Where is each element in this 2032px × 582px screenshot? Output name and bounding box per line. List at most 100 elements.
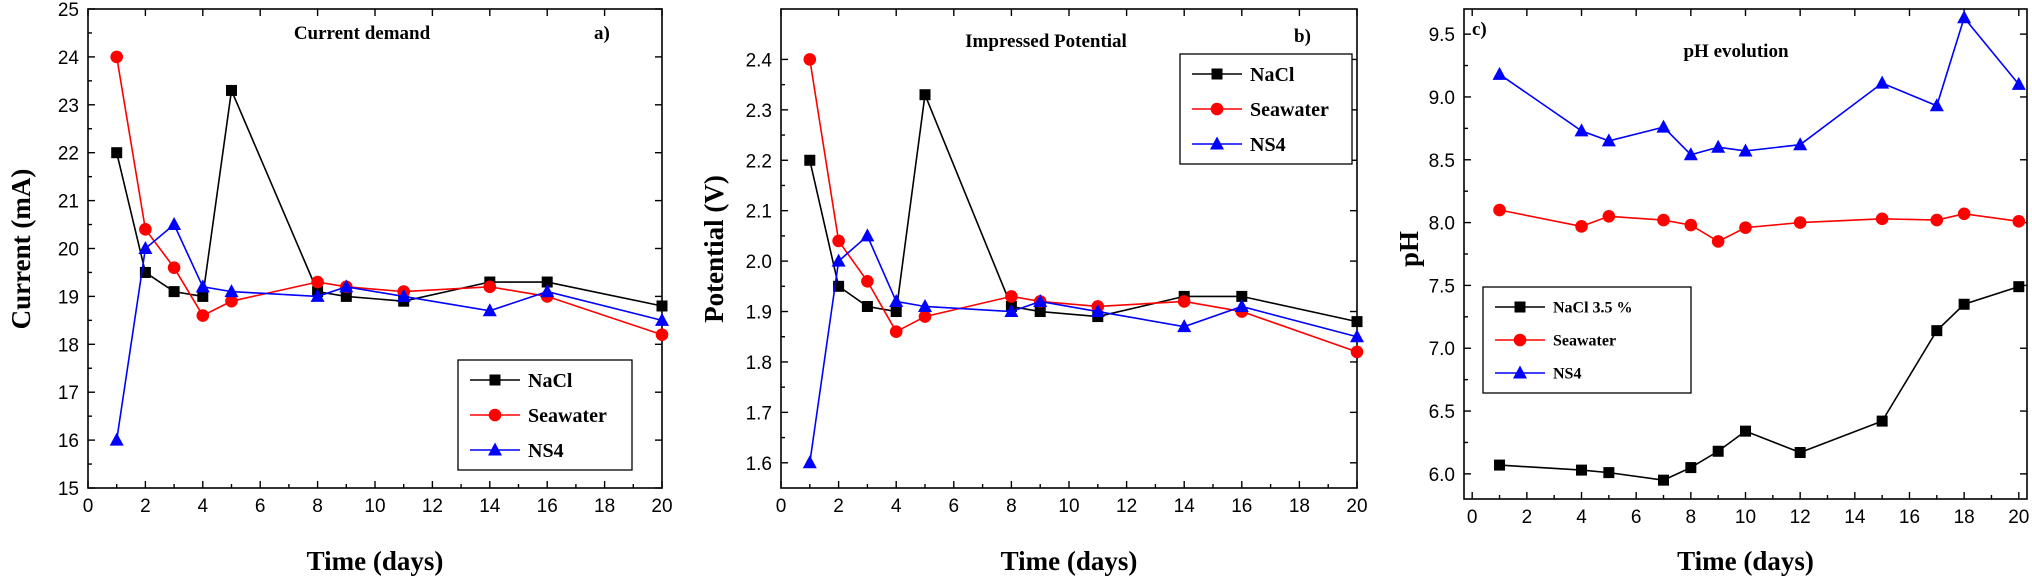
y-tick-label: 8.0 bbox=[1429, 214, 1455, 235]
data-point bbox=[1004, 304, 1019, 318]
x-tick-label: 8 bbox=[1006, 496, 1017, 517]
data-point bbox=[1794, 447, 1806, 459]
data-point bbox=[138, 241, 153, 254]
data-point bbox=[396, 288, 411, 302]
legend-label: Seawater bbox=[528, 405, 607, 427]
y-axis-label: Potential (V) bbox=[699, 175, 729, 323]
y-tick-label: 19 bbox=[58, 287, 79, 308]
x-tick-label: 0 bbox=[776, 496, 787, 517]
data-point bbox=[655, 328, 669, 342]
legend-label: NS4 bbox=[528, 440, 564, 462]
data-point bbox=[2012, 215, 2026, 228]
legend-marker bbox=[1514, 301, 1526, 313]
x-tick-label: 20 bbox=[651, 496, 672, 517]
series-seawater bbox=[110, 50, 669, 342]
legend-marker bbox=[1211, 68, 1223, 80]
chart-title: pH evolution bbox=[1683, 41, 1788, 62]
data-point bbox=[1738, 143, 1753, 157]
x-axis-label: Time (days) bbox=[1677, 546, 1814, 576]
legend-label: NaCl 3.5 % bbox=[1553, 300, 1633, 317]
y-tick-label: 7.0 bbox=[1429, 339, 1455, 360]
legend-marker bbox=[488, 442, 502, 456]
panel-label: b) bbox=[1294, 26, 1311, 47]
data-point bbox=[1957, 207, 1971, 221]
data-point bbox=[860, 228, 875, 242]
y-axis-label: Current (mA) bbox=[6, 169, 36, 330]
data-point bbox=[1090, 304, 1105, 318]
legend-label: NS4 bbox=[1250, 134, 1286, 156]
legend-marker bbox=[1513, 333, 1527, 347]
data-point bbox=[918, 298, 932, 312]
data-point bbox=[889, 325, 903, 338]
y-tick-label: 1.7 bbox=[746, 403, 772, 424]
data-point bbox=[1177, 295, 1191, 308]
data-point bbox=[1034, 306, 1046, 318]
legend: NaCl Seawater NS4 bbox=[457, 359, 633, 471]
data-point bbox=[1739, 221, 1752, 234]
data-point bbox=[655, 312, 669, 326]
data-point bbox=[1931, 325, 1943, 337]
data-point bbox=[1793, 137, 1808, 151]
data-point bbox=[1351, 316, 1363, 328]
x-tick-label: 4 bbox=[198, 496, 209, 517]
y-tick-label: 7.5 bbox=[1429, 276, 1455, 297]
data-point bbox=[1494, 459, 1506, 471]
data-point bbox=[1033, 293, 1048, 307]
x-axis-label: Time (days) bbox=[1001, 546, 1138, 576]
data-point bbox=[226, 84, 237, 96]
series-nacl bbox=[111, 84, 668, 312]
data-point bbox=[1350, 329, 1364, 343]
y-tick-label: 1.6 bbox=[746, 454, 772, 475]
data-point bbox=[1234, 298, 1249, 312]
legend-marker bbox=[489, 374, 501, 386]
x-tick-label: 10 bbox=[1735, 507, 1756, 528]
data-point bbox=[196, 309, 210, 322]
data-point bbox=[1930, 213, 1944, 227]
data-point bbox=[339, 279, 354, 293]
y-tick-label: 2.4 bbox=[746, 50, 773, 71]
data-point bbox=[802, 455, 817, 469]
y-tick-label: 25 bbox=[58, 0, 79, 21]
x-tick-label: 6 bbox=[949, 496, 960, 517]
series-seawater bbox=[1493, 203, 2026, 248]
x-tick-label: 18 bbox=[1289, 496, 1310, 517]
x-tick-label: 20 bbox=[2008, 507, 2029, 528]
panel-label: a) bbox=[594, 23, 610, 44]
x-tick-label: 14 bbox=[1844, 507, 1866, 528]
x-tick-label: 16 bbox=[537, 496, 558, 517]
x-tick-label: 2 bbox=[1522, 507, 1533, 528]
data-point bbox=[167, 217, 182, 231]
x-tick-label: 6 bbox=[1631, 507, 1642, 528]
data-point bbox=[804, 154, 816, 166]
legend: NaCl Seawater NS4 bbox=[1179, 53, 1353, 165]
y-tick-label: 8.5 bbox=[1429, 151, 1455, 172]
data-point bbox=[918, 310, 932, 323]
x-tick-label: 8 bbox=[312, 496, 323, 517]
x-tick-label: 4 bbox=[1576, 507, 1587, 528]
data-point bbox=[833, 280, 845, 292]
y-tick-label: 21 bbox=[58, 192, 79, 213]
x-tick-label: 10 bbox=[364, 496, 385, 517]
data-point bbox=[1177, 319, 1192, 333]
series-ns4 bbox=[802, 228, 1364, 469]
data-point bbox=[890, 306, 902, 318]
data-point bbox=[195, 279, 210, 293]
x-tick-label: 2 bbox=[833, 496, 844, 517]
data-point bbox=[1576, 464, 1588, 476]
chart-panel-1: 0 2 4 6 8 10 12 14 16 18 201516171819202122232425T… bbox=[6, 0, 673, 576]
x-tick-label: 4 bbox=[891, 496, 902, 517]
y-tick-label: 6.0 bbox=[1429, 465, 1455, 486]
series-ns4 bbox=[1492, 10, 2026, 161]
y-tick-label: 1.8 bbox=[746, 353, 772, 374]
data-point bbox=[109, 432, 124, 446]
data-point bbox=[110, 50, 123, 64]
x-tick-label: 16 bbox=[1899, 507, 1920, 528]
panel-label: c) bbox=[1472, 19, 1487, 40]
data-point bbox=[919, 89, 931, 101]
data-point bbox=[1575, 220, 1588, 233]
legend-marker bbox=[1210, 102, 1224, 116]
data-point bbox=[483, 280, 497, 294]
legend-label: NaCl bbox=[1250, 64, 1295, 86]
data-point bbox=[861, 274, 874, 288]
data-point bbox=[861, 300, 873, 312]
